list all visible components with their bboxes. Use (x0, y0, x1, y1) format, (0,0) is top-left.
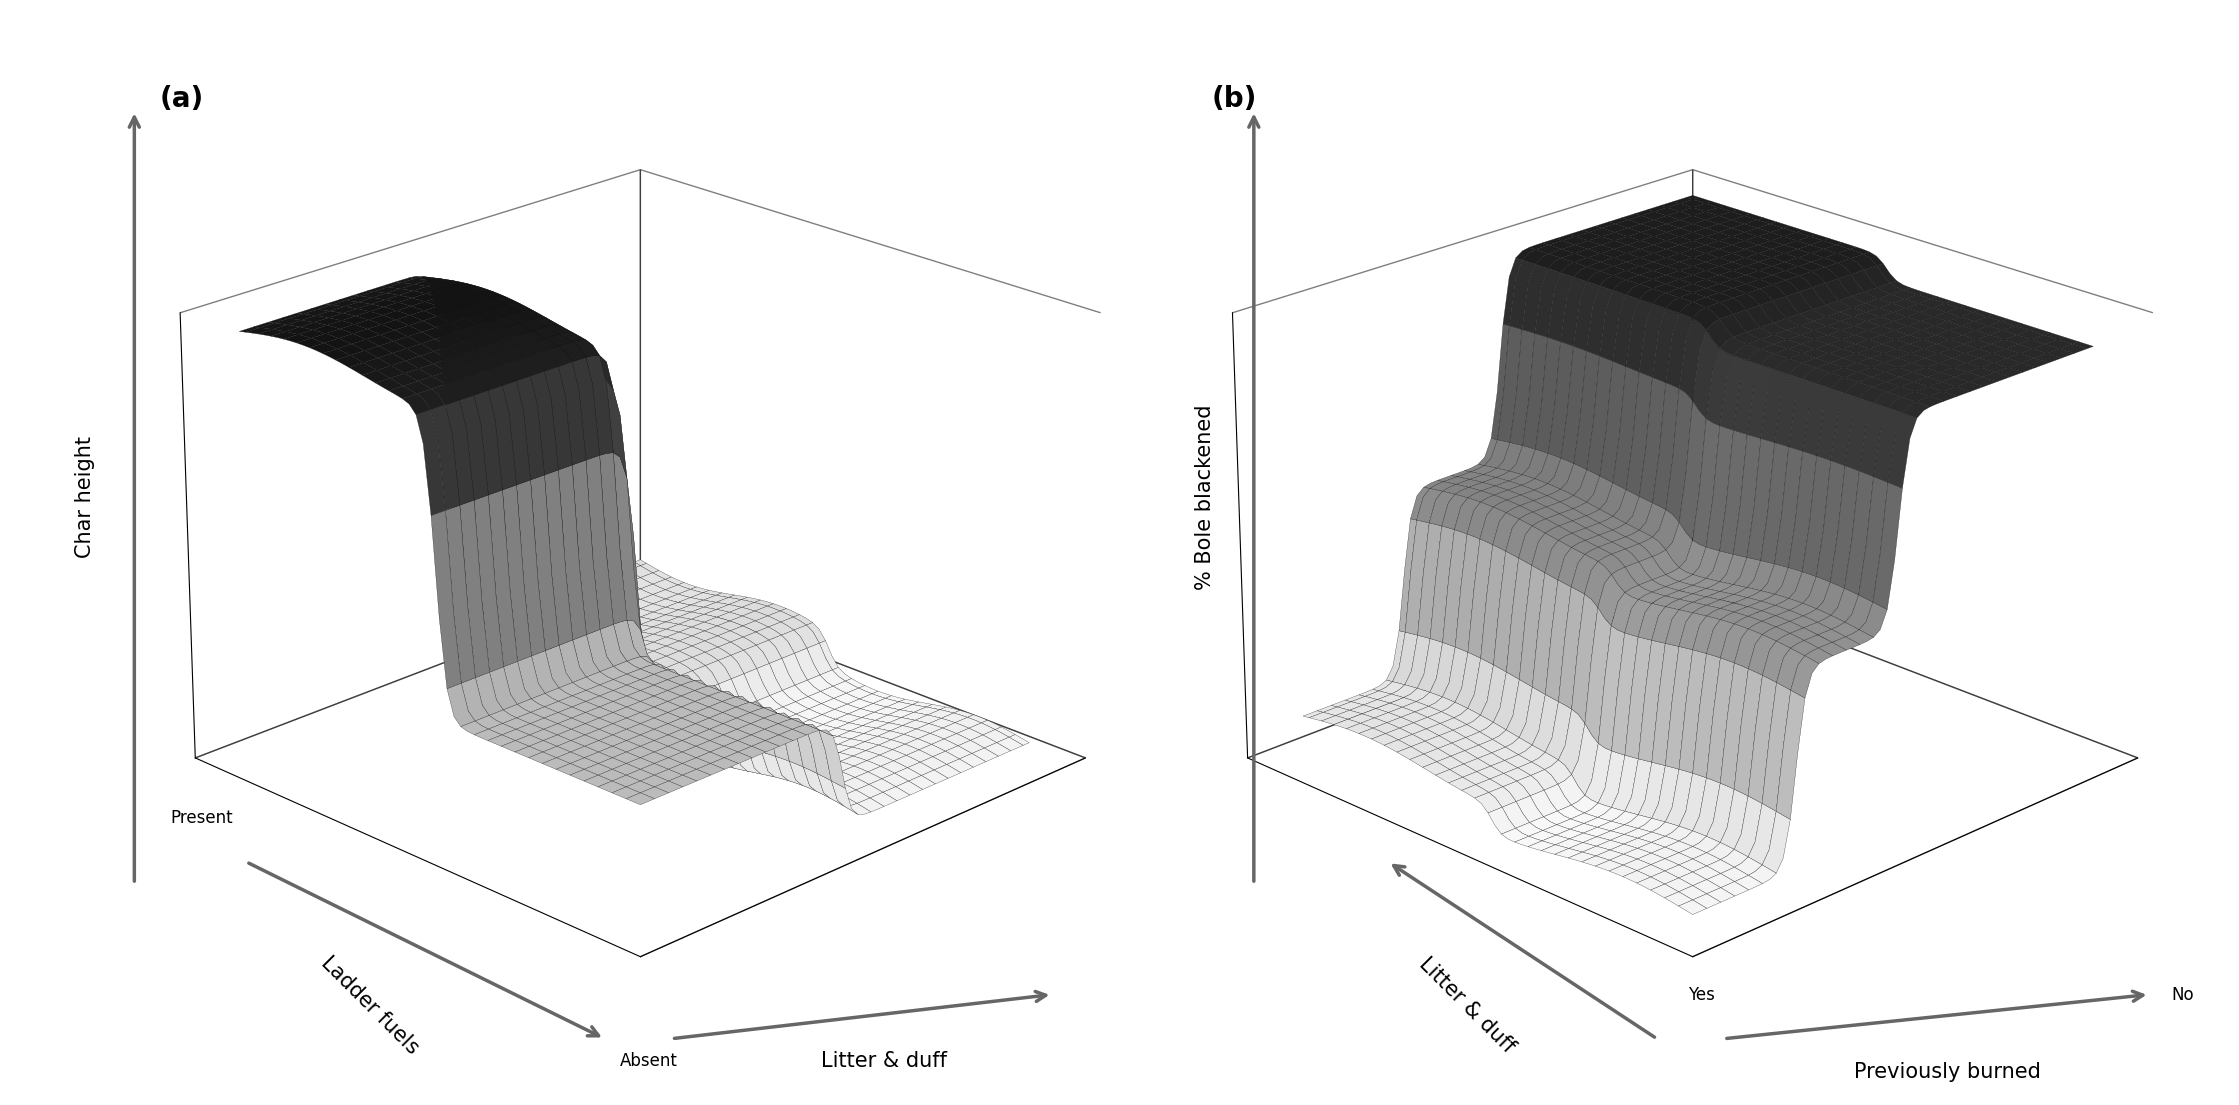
Text: (b): (b) (1211, 85, 1258, 113)
Text: Yes: Yes (1688, 986, 1715, 1003)
Text: Previously burned: Previously burned (1854, 1062, 2042, 1082)
Text: % Bole blackened: % Bole blackened (1196, 404, 1214, 590)
Text: Present: Present (170, 809, 233, 827)
Text: Absent: Absent (620, 1052, 678, 1070)
Text: Litter & duff: Litter & duff (1415, 954, 1518, 1057)
Text: Litter & duff: Litter & duff (822, 1051, 947, 1071)
Text: Char height: Char height (76, 436, 94, 558)
Text: Ladder fuels: Ladder fuels (316, 953, 423, 1059)
Text: No: No (2172, 986, 2194, 1003)
Text: (a): (a) (159, 85, 204, 113)
